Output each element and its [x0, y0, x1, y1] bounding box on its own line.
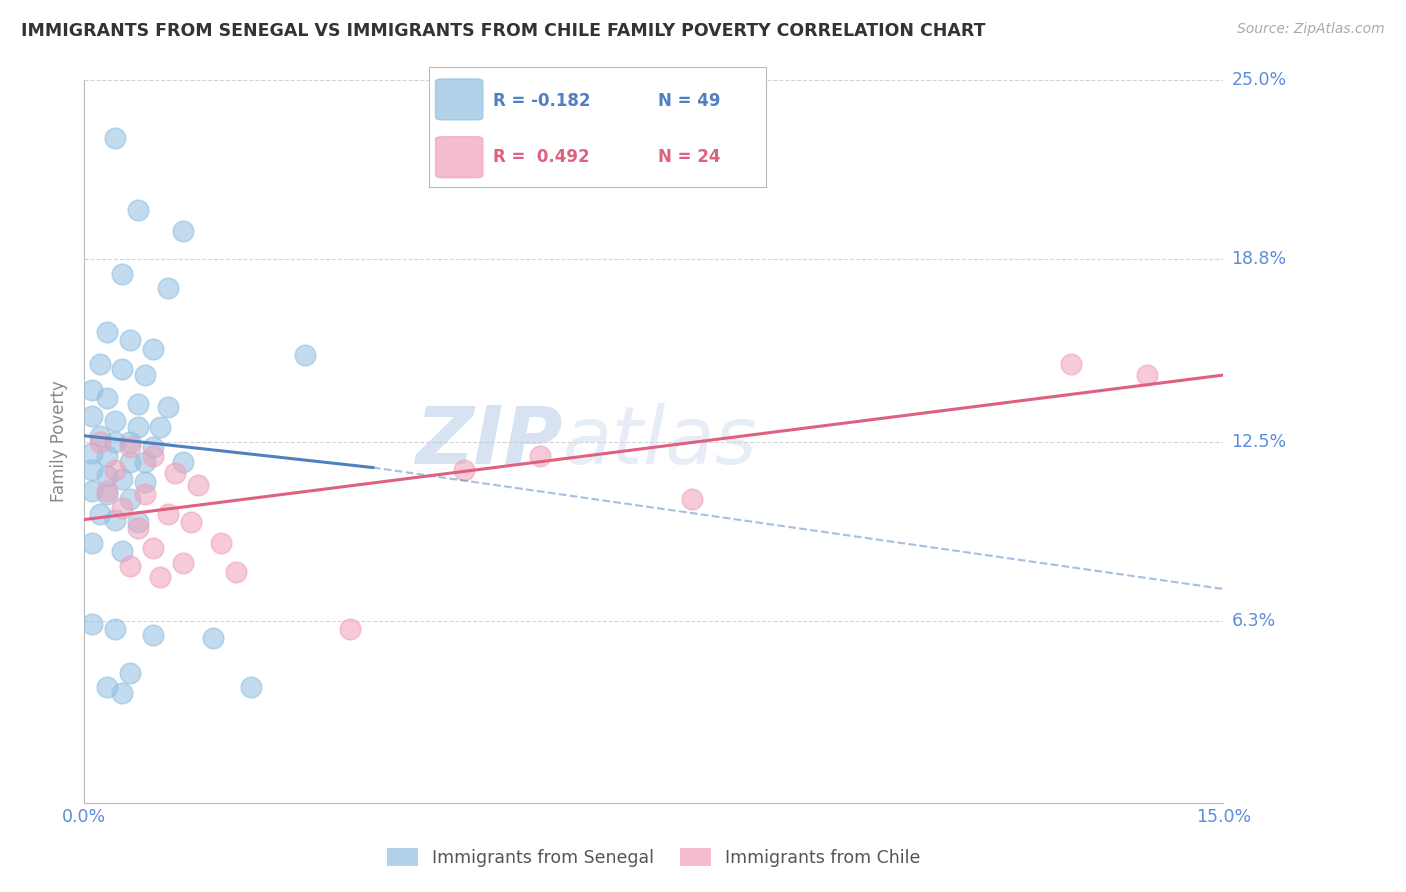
- Y-axis label: Family Poverty: Family Poverty: [51, 381, 69, 502]
- Point: [96, 469, 118, 483]
- Text: 12.5%: 12.5%: [1232, 433, 1286, 450]
- Point: [156, 281, 179, 295]
- Point: [294, 348, 316, 362]
- Point: [156, 507, 179, 521]
- Point: [111, 267, 134, 281]
- Text: N = 24: N = 24: [658, 148, 721, 166]
- Point: [118, 492, 141, 507]
- Text: atlas: atlas: [562, 402, 758, 481]
- Point: [96, 449, 118, 463]
- Point: [111, 686, 134, 700]
- Point: [142, 342, 165, 356]
- Point: [142, 541, 165, 556]
- Point: [225, 565, 247, 579]
- Text: 18.8%: 18.8%: [1232, 251, 1286, 268]
- Point: [80, 463, 103, 477]
- Point: [80, 535, 103, 549]
- Point: [89, 357, 111, 371]
- Point: [142, 440, 165, 454]
- Point: [96, 680, 118, 694]
- Text: R = -0.182: R = -0.182: [494, 92, 591, 110]
- Point: [453, 463, 475, 477]
- Point: [118, 665, 141, 680]
- Point: [89, 507, 111, 521]
- Point: [149, 420, 172, 434]
- Point: [111, 362, 134, 376]
- Point: [127, 516, 149, 530]
- FancyBboxPatch shape: [436, 136, 482, 178]
- Point: [80, 383, 103, 397]
- Point: [142, 449, 165, 463]
- Text: ZIP: ZIP: [415, 402, 562, 481]
- Point: [142, 628, 165, 642]
- Point: [202, 631, 225, 645]
- Point: [240, 680, 263, 694]
- Point: [118, 334, 141, 348]
- Point: [80, 409, 103, 423]
- Point: [134, 475, 156, 489]
- Point: [127, 521, 149, 535]
- Point: [111, 544, 134, 558]
- Point: [134, 486, 156, 500]
- Point: [96, 486, 118, 500]
- Text: IMMIGRANTS FROM SENEGAL VS IMMIGRANTS FROM CHILE FAMILY POVERTY CORRELATION CHAR: IMMIGRANTS FROM SENEGAL VS IMMIGRANTS FR…: [21, 22, 986, 40]
- Point: [1060, 357, 1083, 371]
- Point: [118, 455, 141, 469]
- Point: [127, 397, 149, 411]
- Point: [134, 368, 156, 382]
- Point: [104, 463, 127, 477]
- Legend: Immigrants from Senegal, Immigrants from Chile: Immigrants from Senegal, Immigrants from…: [380, 841, 928, 873]
- Point: [172, 455, 194, 469]
- Point: [1136, 368, 1159, 382]
- Point: [104, 131, 127, 145]
- Point: [127, 420, 149, 434]
- Point: [80, 446, 103, 460]
- Point: [118, 558, 141, 573]
- Text: Source: ZipAtlas.com: Source: ZipAtlas.com: [1237, 22, 1385, 37]
- Point: [165, 467, 187, 481]
- Point: [96, 325, 118, 339]
- Point: [529, 449, 551, 463]
- Text: N = 49: N = 49: [658, 92, 721, 110]
- Point: [339, 623, 361, 637]
- Point: [104, 623, 127, 637]
- Point: [89, 434, 111, 449]
- Point: [96, 391, 118, 405]
- Point: [111, 501, 134, 516]
- Point: [681, 492, 703, 507]
- Text: R =  0.492: R = 0.492: [494, 148, 589, 166]
- Point: [80, 616, 103, 631]
- Point: [172, 556, 194, 570]
- Text: 25.0%: 25.0%: [1232, 71, 1286, 89]
- Point: [111, 472, 134, 486]
- Point: [89, 429, 111, 443]
- Point: [134, 455, 156, 469]
- Point: [172, 223, 194, 237]
- Point: [96, 483, 118, 498]
- Point: [104, 512, 127, 526]
- Point: [149, 570, 172, 584]
- Point: [209, 535, 232, 549]
- Point: [156, 400, 179, 414]
- Point: [118, 440, 141, 454]
- Point: [104, 434, 127, 449]
- Point: [187, 478, 209, 492]
- Point: [80, 483, 103, 498]
- Text: 6.3%: 6.3%: [1232, 612, 1275, 630]
- Point: [118, 434, 141, 449]
- Point: [180, 516, 202, 530]
- Point: [127, 203, 149, 218]
- FancyBboxPatch shape: [436, 79, 482, 120]
- Point: [104, 414, 127, 428]
